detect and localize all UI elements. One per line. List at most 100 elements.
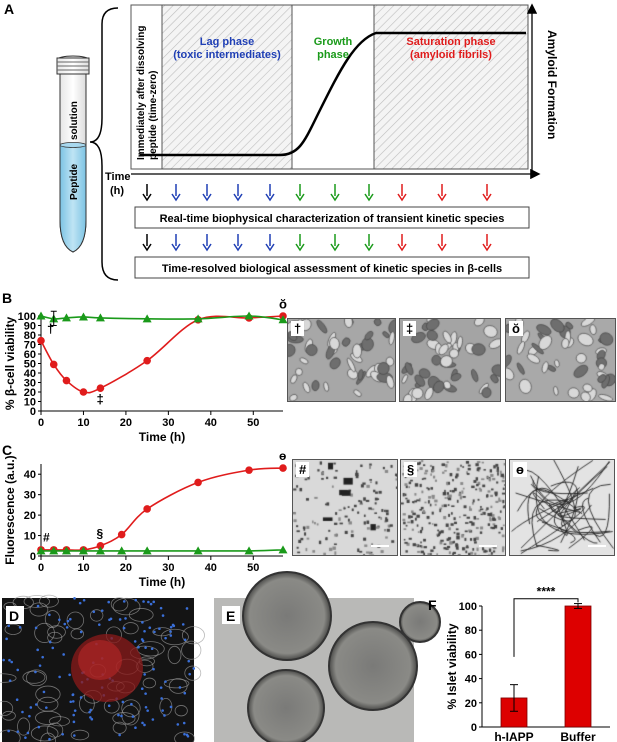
micrograph-c2: § [400, 459, 506, 556]
c-x-tick-label: 40 [205, 562, 217, 574]
row2-arrowhead-5 [295, 243, 305, 252]
d-nucleus-dot [65, 626, 69, 629]
b-series-1-point [78, 312, 88, 321]
d-cell-outline [34, 622, 55, 643]
c-series-1-point [49, 546, 59, 555]
row1-arrowhead-10 [482, 193, 492, 202]
d-cell-outline [70, 729, 90, 741]
d-cell-outline [142, 677, 157, 689]
d-nucleus-dot [21, 710, 24, 714]
b-y-tick-label: 20 [24, 387, 36, 399]
d-nucleus-dot [182, 721, 186, 725]
c-y-tick-label: 10 [24, 531, 36, 543]
d-nucleus-dot [164, 636, 167, 640]
d-cell-outline [70, 628, 84, 640]
b-y-tick-label: 60 [24, 349, 36, 361]
arrow-row-1 [142, 184, 492, 202]
c-annotation-1: § [96, 527, 103, 541]
d-nucleus-dot [109, 617, 113, 621]
d-nucleus-dot [161, 614, 165, 617]
c-series-1-point [142, 546, 152, 555]
row1-arrowhead-2 [202, 193, 212, 202]
d-nucleus-dot [159, 606, 163, 610]
d-nucleus-dot [69, 617, 72, 621]
d-nucleus-dot [124, 617, 127, 620]
b-series-1-point [278, 315, 288, 324]
d-nucleus-dot [121, 700, 125, 704]
micrograph-b2: ‡ [399, 318, 501, 402]
d-cell-outline [0, 673, 17, 683]
f-y-tick-label: 20 [465, 698, 477, 710]
d-cell-outline [160, 628, 189, 646]
row1-arrowhead-0 [142, 193, 152, 202]
phase-box-lag [161, 4, 293, 170]
b-series-0-point [62, 376, 71, 385]
d-nucleus-dot [34, 670, 37, 674]
d-nucleus-dot [63, 622, 67, 626]
d-nucleus-dot [37, 725, 41, 729]
d-nucleus-dot [140, 687, 144, 691]
d-nucleus-dot [143, 673, 146, 676]
d-nucleus-dot [117, 713, 120, 717]
c-x-tick-label: 20 [120, 562, 132, 574]
row1-arrowhead-6 [330, 193, 340, 202]
d-nucleus-dot [150, 647, 154, 651]
d-nucleus-dot [181, 623, 185, 626]
c-series-1-point [61, 546, 71, 555]
d-nucleus-dot [61, 732, 64, 736]
micrograph-b3: ŏ [505, 318, 616, 402]
d-nucleus-dot [183, 638, 187, 642]
micrograph-b1-texture [288, 319, 395, 401]
d-nucleus-dot [169, 705, 173, 709]
d-nucleus-dot [89, 716, 92, 719]
d-nucleus-dot [137, 645, 140, 649]
time-axis-label: Time [105, 171, 130, 183]
d-nucleus-dot [73, 709, 77, 712]
b-x-tick-label: 50 [247, 417, 259, 429]
micrograph-b3-label: ŏ [509, 321, 523, 336]
d-nucleus-dot [8, 658, 11, 662]
d-cell-outline [181, 640, 202, 660]
d-nucleus-dot [158, 627, 161, 631]
row2-arrowhead-3 [233, 243, 243, 252]
d-nucleus-dot [147, 600, 150, 604]
panel-label-e: E [226, 608, 235, 624]
d-nucleus-dot [41, 655, 44, 659]
micrograph-c3-label: ɵ [513, 462, 527, 477]
d-nucleus-dot [187, 659, 191, 663]
d-nucleus-dot [72, 720, 76, 724]
c-series-1-line [41, 549, 284, 552]
row2-arrowhead-10 [482, 243, 492, 252]
b-series-0-point [37, 336, 45, 345]
d-cell-outline [128, 608, 154, 622]
f-y-tick-label: 0 [471, 722, 477, 734]
d-cell-outline [48, 716, 70, 727]
c-series-0-point [245, 466, 253, 474]
d-cell-outline [23, 595, 50, 608]
saturation-phase-subtitle: (amyloid fibrils) [410, 49, 492, 61]
phase-zero-line2: peptide (time-zero) [148, 71, 159, 160]
peptide-tube-icon [56, 55, 90, 253]
d-nucleus-dot [88, 710, 91, 714]
b-series-0-point [96, 384, 105, 393]
b-series-0-point [143, 356, 151, 365]
d-nucleus-dot [144, 692, 147, 695]
biophysical-box [134, 206, 530, 229]
micrograph-c3-scalebar [588, 545, 606, 547]
tube-peptide-label: Peptide [69, 163, 80, 200]
d-nucleus-dot [78, 601, 82, 605]
d-nucleus-dot [16, 668, 20, 672]
row1-arrowhead-3 [233, 193, 243, 202]
row1-arrowhead-9 [437, 193, 447, 202]
micrograph-c1-texture [293, 460, 397, 555]
b-annotation-2: ŏ [279, 296, 287, 311]
d-nucleus-dot [163, 714, 166, 717]
d-nucleus-dot [152, 600, 156, 604]
d-nucleus-dot [134, 726, 137, 730]
b-series-0-line [40, 315, 284, 394]
d-cell-outline [0, 700, 14, 717]
c-series-1-point [193, 546, 203, 555]
growth-phase-title: Growth [314, 36, 353, 48]
row2-arrowhead-9 [437, 243, 447, 252]
